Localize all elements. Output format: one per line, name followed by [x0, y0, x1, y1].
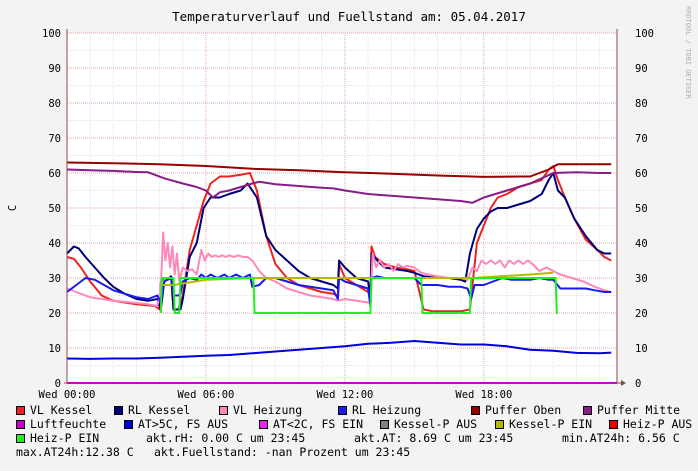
legend-item-heiz-p-aus: Heiz-P AUS — [609, 417, 692, 431]
legend-label: RL Kessel — [128, 403, 191, 417]
y-tick-label: 20 — [48, 308, 61, 320]
legend-item-luftfeuchte: Luftfeuchte — [16, 417, 106, 431]
y-tick-label-right: 100 — [635, 28, 654, 40]
y-tick-label: 30 — [48, 273, 61, 285]
legend-label: RL Heizung — [352, 403, 422, 417]
y-tick-label-right: 60 — [635, 168, 648, 180]
legend-swatch — [259, 419, 268, 429]
legend-swatch — [380, 419, 389, 429]
x-tick-label: Wed 06:00 — [177, 389, 234, 401]
y-tick-label: 90 — [48, 63, 61, 75]
series-line-puffer-oben — [66, 161, 612, 178]
y-tick-label: 10 — [48, 343, 61, 355]
chart-axes: 0 0 10 10 20 20 30 30 40 40 50 50 60 60 70 70 80 80 90 90 10… — [39, 28, 654, 401]
y-tick-label-right: 30 — [635, 273, 648, 285]
legend-label: Luftfeuchte — [30, 417, 107, 431]
legend-item-kessel-p-aus: Kessel-P AUS — [380, 417, 477, 431]
x-axis-arrow-icon — [621, 380, 626, 386]
y-tick-label: 60 — [48, 168, 61, 180]
legend-swatch — [16, 405, 25, 415]
legend-label: Heiz-P EIN — [30, 431, 100, 445]
legend-label: AT>5C, FS AUS — [138, 417, 229, 431]
x-tick-label: Wed 18:00 — [455, 389, 512, 401]
legend-item-puffer-mitte: Puffer Mitte — [583, 403, 680, 417]
status-humidity: akt.rH: 0.00 C um 23:45 — [146, 431, 306, 445]
legend-label: Kessel-P EIN — [509, 417, 593, 431]
series-line-heiz-p-ein — [159, 277, 558, 314]
y-tick-label: 0 — [55, 378, 61, 390]
y-tick-label: 70 — [48, 133, 61, 145]
y-tick-label: 40 — [48, 238, 61, 250]
legend-item-puffer-oben: Puffer Oben — [471, 403, 561, 417]
legend-item-vl-kessel: VL Kessel — [16, 403, 92, 417]
legend-swatch — [583, 405, 592, 415]
legend-swatch — [219, 405, 228, 415]
legend-swatch — [124, 419, 133, 429]
chart-title: Temperaturverlauf und Fuellstand am: 05.… — [172, 9, 526, 24]
legend-label: Puffer Mitte — [597, 403, 681, 417]
status-outdoor-temp: akt.AT: 8.69 C um 23:45 — [354, 431, 514, 445]
y-tick-label-right: 20 — [635, 308, 648, 320]
legend-swatch — [471, 405, 480, 415]
legend-row-3: Heiz-P EIN akt.rH: 0.00 C um 23:45 akt.A… — [10, 431, 698, 445]
x-tick-label: Wed 12:00 — [316, 389, 373, 401]
y-tick-label: 50 — [48, 203, 61, 215]
legend-item-vl-heizung: VL Heizung — [219, 403, 302, 417]
legend-label: Kessel-P AUS — [394, 417, 478, 431]
legend-row-1: VL Kessel RL Kessel VL Heizung RL Heizun… — [10, 403, 698, 417]
watermark: RRDTOOL / TOBI OETIKER — [684, 6, 692, 100]
legend-row-4: max.AT24h:12.38 C akt.Fuellstand: -nan P… — [10, 445, 698, 459]
series-line-puffer-mitte — [66, 168, 612, 204]
y-tick-label-right: 50 — [635, 203, 648, 215]
y-tick-label: 100 — [42, 28, 61, 40]
legend-item-at-lt2c: AT<2C, FS EIN — [259, 417, 363, 431]
legend-label: AT<2C, FS EIN — [273, 417, 364, 431]
legend-swatch — [609, 419, 618, 429]
legend-item-heiz-p-ein: Heiz-P EIN — [16, 431, 99, 445]
legend-item-at-gt5c: AT>5C, FS AUS — [124, 417, 228, 431]
y-tick-label-right: 80 — [635, 98, 648, 110]
x-tick-label: Wed 00:00 — [39, 389, 96, 401]
y-tick-label-right: 40 — [635, 238, 648, 250]
legend-label: Heiz-P AUS — [623, 417, 693, 431]
series-line-at-5c-fs-aus — [66, 340, 612, 360]
legend-row-2: Luftfeuchte AT>5C, FS AUS AT<2C, FS EIN … — [10, 417, 698, 431]
legend-item-rl-kessel: RL Kessel — [114, 403, 190, 417]
y-tick-label-right: 10 — [635, 343, 648, 355]
legend-item-rl-heizung: RL Heizung — [338, 403, 421, 417]
legend-label: VL Kessel — [30, 403, 93, 417]
y-axis-label: C — [7, 205, 19, 211]
chart-grid — [66, 32, 617, 384]
series-line-kessel-p-ein — [160, 271, 554, 286]
legend-swatch — [16, 419, 25, 429]
legend: VL Kessel RL Kessel VL Heizung RL Heizun… — [10, 403, 698, 459]
legend-swatch — [16, 433, 25, 443]
y-tick-label-right: 70 — [635, 133, 648, 145]
legend-swatch — [495, 419, 504, 429]
legend-label: VL Heizung — [233, 403, 303, 417]
y-tick-label-right: 0 — [635, 378, 641, 390]
series-line-vl-heizung — [66, 231, 612, 307]
legend-item-kessel-p-ein: Kessel-P EIN — [495, 417, 592, 431]
y-tick-label-right: 90 — [635, 63, 648, 75]
legend-swatch — [338, 405, 347, 415]
status-fill-level: akt.Fuellstand: -nan Prozent um 23:45 — [154, 445, 411, 459]
legend-label: Puffer Oben — [485, 403, 562, 417]
y-tick-label: 80 — [48, 98, 61, 110]
status-max-temp: max.AT24h:12.38 C — [16, 445, 134, 459]
status-min-temp: min.AT24h: 6.56 C — [562, 431, 680, 445]
legend-swatch — [114, 405, 123, 415]
